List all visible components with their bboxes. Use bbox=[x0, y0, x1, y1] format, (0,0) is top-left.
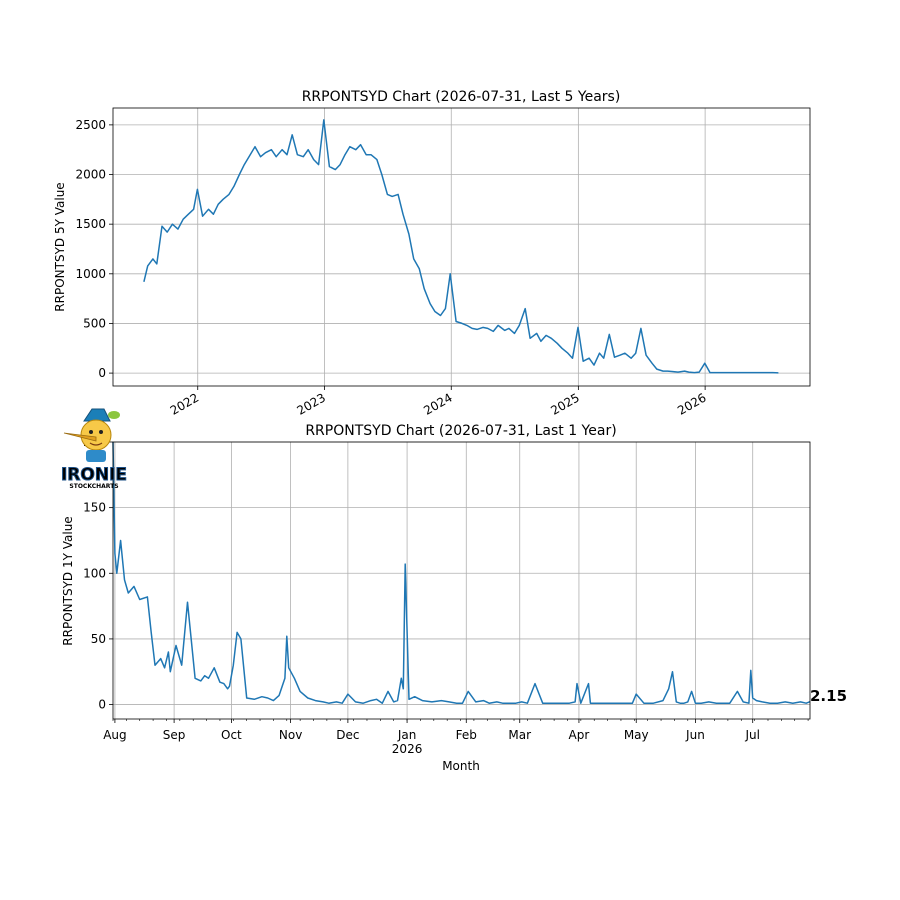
y-tick-label: 2500 bbox=[75, 118, 106, 132]
ironie-logo: IRONIE STOCKCHARTS bbox=[60, 408, 128, 490]
plot-frame bbox=[112, 441, 811, 720]
x-tick-label: 2025 bbox=[548, 390, 581, 417]
x-tick-label: Nov bbox=[279, 728, 302, 742]
x-tick-label: 2022 bbox=[168, 390, 201, 417]
x-tick-year-label: 2026 bbox=[392, 742, 423, 756]
chart-title: RRPONTSYD Chart (2026-07-31, Last 1 Year… bbox=[305, 423, 616, 439]
x-tick-label: Apr bbox=[569, 728, 590, 742]
x-tick-label: Jan bbox=[397, 728, 417, 742]
x-tick-label: Feb bbox=[456, 728, 477, 742]
x-tick-label: Oct bbox=[221, 728, 242, 742]
y-tick-label: 150 bbox=[83, 501, 106, 515]
y-tick-label: 2000 bbox=[75, 168, 106, 182]
series-line bbox=[112, 441, 811, 704]
y-tick-label: 1000 bbox=[75, 267, 106, 281]
y-tick-label: 0 bbox=[98, 366, 106, 380]
logo-text: IRONIE bbox=[61, 465, 127, 485]
x-tick-label: Jun bbox=[685, 728, 705, 742]
x-tick-label: Jul bbox=[744, 728, 759, 742]
series-line bbox=[143, 119, 779, 374]
x-tick-label: 2026 bbox=[675, 390, 708, 417]
chart-title: RRPONTSYD Chart (2026-07-31, Last 5 Year… bbox=[302, 89, 621, 105]
y-tick-label: 100 bbox=[83, 566, 106, 580]
grid bbox=[113, 441, 810, 719]
y-tick-label: 1500 bbox=[75, 217, 106, 231]
y-tick-label: 500 bbox=[83, 316, 106, 330]
logo-subtext: STOCKCHARTS bbox=[69, 483, 118, 490]
x-tick-label: May bbox=[624, 728, 649, 742]
x-tick-label: Dec bbox=[336, 728, 359, 742]
grid bbox=[113, 108, 810, 386]
mascot-icon bbox=[63, 408, 120, 462]
y-tick-label: 0 bbox=[98, 698, 106, 712]
x-tick-label: Sep bbox=[163, 728, 186, 742]
x-tick-label: 2024 bbox=[421, 390, 454, 417]
y-axis: 0 500 1000 1500 2000 2500 bbox=[75, 118, 113, 380]
x-tick-label: Aug bbox=[103, 728, 126, 742]
last-value-label: 2.15 bbox=[810, 687, 847, 705]
x-tick-label: Mar bbox=[508, 728, 531, 742]
x-tick-label: 2023 bbox=[295, 390, 328, 417]
chart-one-year: RRPONTSYD Chart (2026-07-31, Last 1 Year… bbox=[61, 423, 847, 773]
y-axis-label: RRPONTSYD 1Y Value bbox=[61, 516, 75, 645]
chart-five-year: RRPONTSYD Chart (2026-07-31, Last 5 Year… bbox=[53, 89, 811, 418]
y-axis-label: RRPONTSYD 5Y Value bbox=[53, 182, 67, 311]
plot-frame bbox=[112, 107, 811, 387]
y-tick-label: 50 bbox=[91, 632, 106, 646]
x-axis: 2022 2023 2024 2025 2026 bbox=[168, 386, 709, 418]
x-axis-label: Month bbox=[442, 759, 480, 773]
